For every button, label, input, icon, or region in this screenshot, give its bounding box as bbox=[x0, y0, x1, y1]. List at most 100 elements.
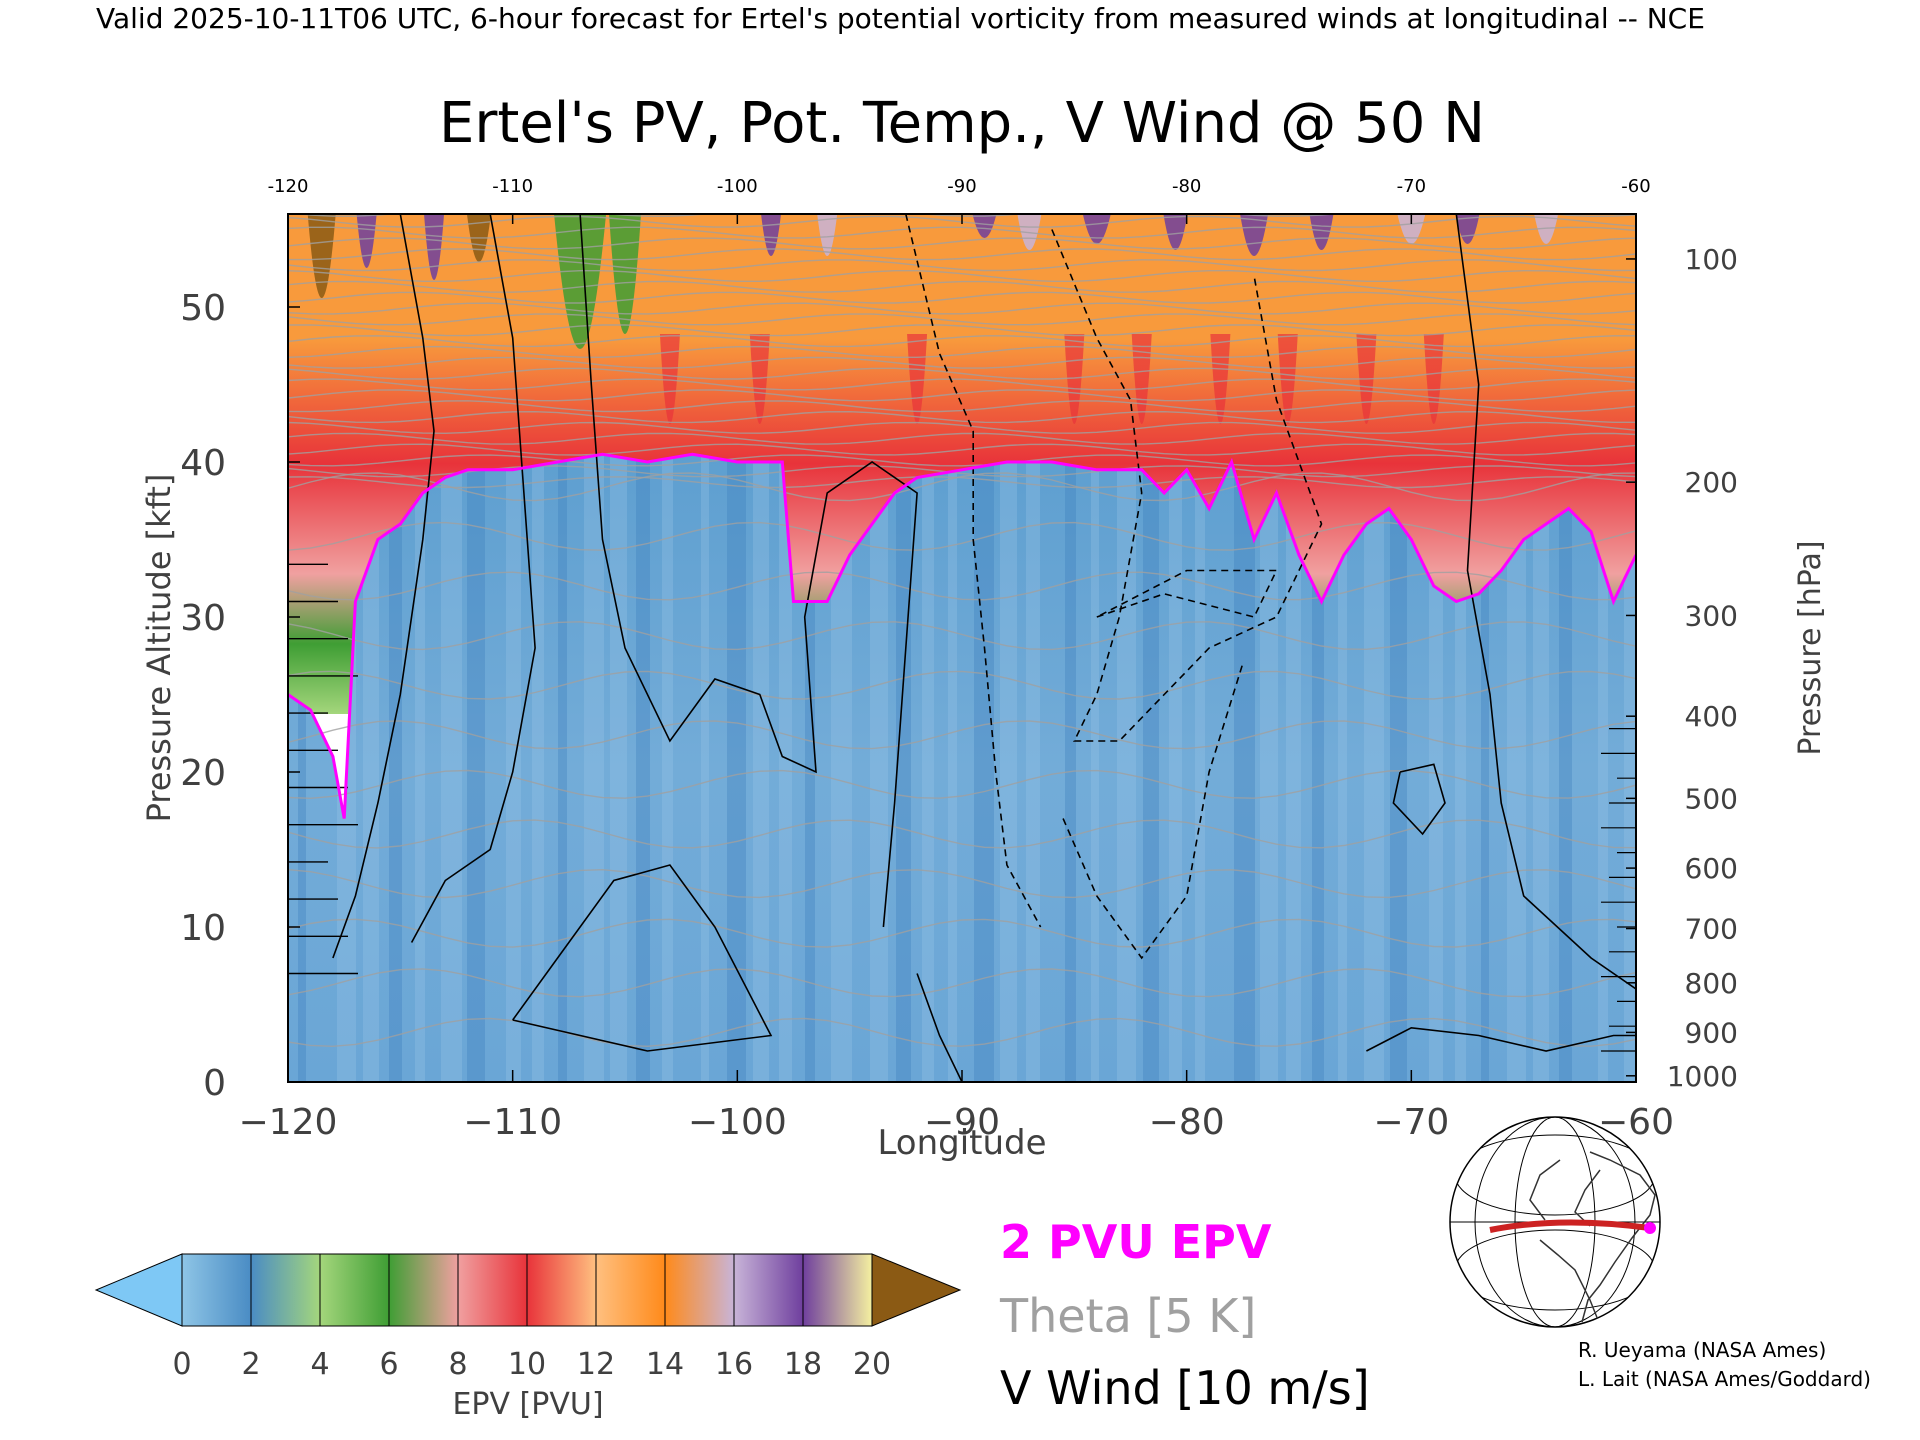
tropo-streak bbox=[1390, 454, 1407, 1082]
x-tick-label: −120 bbox=[239, 1102, 338, 1143]
wind-contour bbox=[512, 864, 773, 1052]
x-tick-label: −80 bbox=[1149, 1102, 1225, 1143]
strato-spike bbox=[1309, 214, 1334, 250]
y-axis-right-pressure: 100 200 300 400 500 600 700 800 900 1000 bbox=[1626, 243, 1738, 1093]
theta-line bbox=[288, 918, 1636, 948]
tropo-streak bbox=[1624, 454, 1636, 1082]
tropo-streak bbox=[1026, 454, 1040, 1082]
tropo-streak bbox=[1559, 454, 1572, 1082]
tropo-streak bbox=[701, 454, 709, 1082]
theta-line bbox=[288, 345, 1636, 359]
theta-line bbox=[288, 472, 1636, 502]
x-tick-label: −100 bbox=[688, 1102, 787, 1143]
chart-title: Ertel's PV, Pot. Temp., V Wind @ 50 N bbox=[439, 91, 1485, 156]
tropo-streak bbox=[753, 454, 769, 1082]
y-tick-label: 10 bbox=[180, 908, 226, 949]
tropo-streak bbox=[558, 454, 567, 1082]
tropo-streak bbox=[1169, 454, 1182, 1082]
theta-line bbox=[288, 819, 1636, 849]
theta-line bbox=[288, 421, 1636, 435]
y-axis-label: Pressure Altitude [kft] bbox=[140, 474, 178, 823]
theta-line bbox=[288, 356, 1636, 369]
pressure-tick-label: 100 bbox=[1685, 243, 1738, 276]
wind-contour bbox=[579, 214, 918, 928]
pv-2pvu-contour bbox=[288, 452, 1636, 819]
strato-spike bbox=[1397, 214, 1426, 244]
tropo-streak bbox=[1065, 454, 1076, 1082]
tropo-streak bbox=[831, 454, 852, 1082]
tropo-streak bbox=[584, 454, 604, 1082]
tropo-streak bbox=[779, 454, 792, 1082]
tropo-streak bbox=[532, 454, 544, 1082]
strato-spike bbox=[424, 214, 445, 280]
strato-finger bbox=[1277, 334, 1298, 424]
tropo-streak bbox=[441, 454, 462, 1082]
wind-contour bbox=[916, 973, 963, 1082]
theta-line bbox=[288, 868, 1636, 899]
strato-spike bbox=[1240, 214, 1269, 256]
colorbar-tick-label: 4 bbox=[310, 1347, 329, 1382]
wind-contour bbox=[410, 214, 536, 943]
strato-spike bbox=[972, 214, 997, 238]
pressure-tick-label: 200 bbox=[1685, 466, 1738, 499]
v-wind-contours bbox=[288, 214, 1636, 1082]
tropo-streak bbox=[1455, 454, 1466, 1082]
theta-line bbox=[288, 968, 1636, 998]
strato-spike bbox=[1163, 214, 1188, 250]
tropo-streak bbox=[1117, 454, 1136, 1082]
theta-contours bbox=[288, 214, 1636, 1048]
theta-line bbox=[288, 443, 1636, 456]
x-axis-label: Longitude bbox=[877, 1123, 1046, 1163]
strato-spike bbox=[307, 214, 336, 298]
tropo-streak bbox=[467, 454, 485, 1082]
theta-line bbox=[288, 769, 1636, 800]
x-tick-label: −70 bbox=[1373, 1102, 1449, 1143]
theta-line bbox=[288, 476, 1636, 489]
y-tick-label: 40 bbox=[180, 443, 226, 484]
y-tick-label: 20 bbox=[180, 753, 226, 794]
tropo-streak bbox=[1000, 454, 1017, 1082]
tropo-streak bbox=[662, 454, 673, 1082]
colorbar-bin bbox=[527, 1254, 596, 1326]
y-tick-label: 0 bbox=[203, 1063, 226, 1104]
x-top-tick-label: -60 bbox=[1621, 176, 1650, 197]
colorbar-tick-label: 2 bbox=[241, 1347, 260, 1382]
wind-contour bbox=[1392, 763, 1446, 836]
x-top-tick-label: -80 bbox=[1172, 176, 1201, 197]
colorbar-label: EPV [PVU] bbox=[452, 1387, 603, 1422]
pressure-tick-label: 900 bbox=[1685, 1016, 1738, 1049]
x-top-tick-label: -110 bbox=[492, 176, 533, 197]
colorbar-tick-label: 14 bbox=[646, 1347, 684, 1382]
theta-line bbox=[288, 302, 1636, 315]
colorbar-tick-label: 12 bbox=[577, 1347, 615, 1382]
pressure-tick-label: 800 bbox=[1685, 967, 1738, 1000]
y-tick-label: 50 bbox=[180, 288, 226, 329]
colorbar-under-arrow bbox=[94, 1253, 183, 1327]
credit-line-2: L. Lait (NASA Ames/Goddard) bbox=[1578, 1367, 1871, 1391]
strato-spike bbox=[1082, 214, 1111, 244]
pressure-tick-label: 700 bbox=[1685, 913, 1738, 946]
theta-line bbox=[288, 410, 1636, 424]
wind-contour bbox=[1366, 1026, 1636, 1052]
pressure-tick-label: 600 bbox=[1685, 852, 1738, 885]
tropo-streak bbox=[1533, 454, 1549, 1082]
theta-line bbox=[288, 259, 1636, 272]
x-top-tick-label: -70 bbox=[1397, 176, 1426, 197]
tropo-streak bbox=[1598, 454, 1608, 1082]
troposphere-fill bbox=[288, 454, 1636, 1082]
tropo-streak bbox=[1091, 454, 1099, 1082]
strato-spike bbox=[1534, 214, 1559, 244]
x-top-tick-label: -120 bbox=[268, 176, 309, 197]
y-tick-label: 30 bbox=[180, 598, 226, 639]
tropo-streak bbox=[1507, 454, 1526, 1082]
theta-line bbox=[288, 720, 1636, 750]
y-axis-left: 0 10 20 30 40 50 bbox=[180, 288, 300, 1104]
legend-pv-line: 2 PVU EPV bbox=[1000, 1215, 1272, 1269]
colorbar-bin bbox=[458, 1254, 527, 1326]
globe-map-icon bbox=[1449, 1116, 1661, 1328]
legend-v-wind: V Wind [10 m/s] bbox=[1000, 1361, 1370, 1415]
colorbar-tick-label: 16 bbox=[715, 1347, 753, 1382]
tropo-streak bbox=[1286, 454, 1301, 1082]
valid-time-header: Valid 2025-10-11T06 UTC, 6-hour forecast… bbox=[96, 2, 1705, 35]
